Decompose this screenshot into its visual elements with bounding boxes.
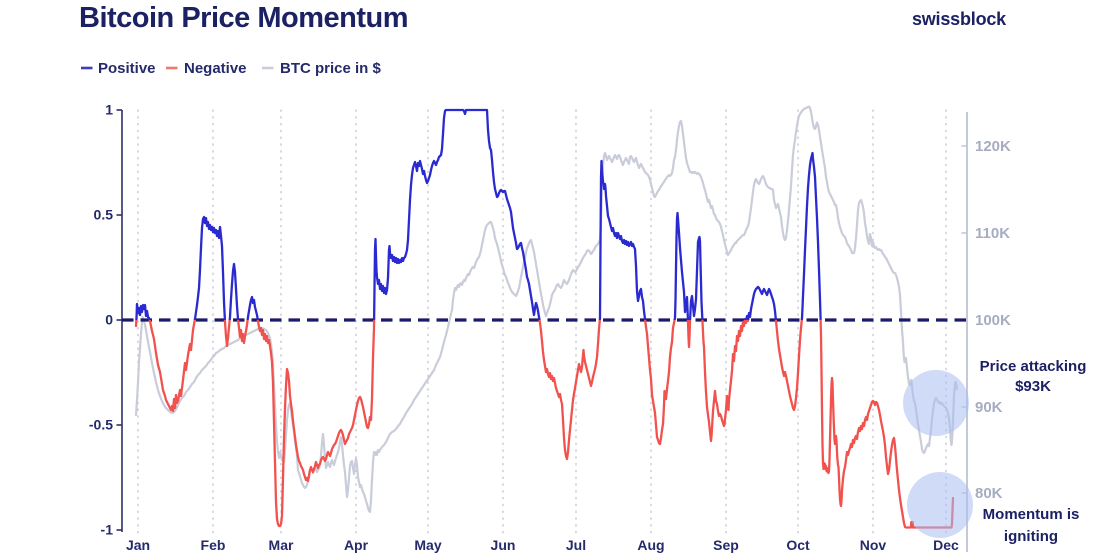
svg-text:Jun: Jun bbox=[491, 537, 516, 553]
svg-text:100K: 100K bbox=[975, 312, 1011, 329]
svg-text:80K: 80K bbox=[975, 485, 1003, 502]
svg-text:$93K: $93K bbox=[1015, 378, 1051, 395]
svg-text:igniting: igniting bbox=[1004, 528, 1058, 545]
svg-text:0: 0 bbox=[105, 312, 113, 328]
svg-text:Nov: Nov bbox=[860, 537, 887, 553]
svg-text:Jul: Jul bbox=[566, 537, 586, 553]
svg-text:120K: 120K bbox=[975, 138, 1011, 155]
svg-text:Price attacking: Price attacking bbox=[980, 358, 1087, 375]
svg-text:90K: 90K bbox=[975, 399, 1003, 416]
svg-text:swissblock: swissblock bbox=[912, 9, 1007, 29]
svg-text:Aug: Aug bbox=[637, 537, 664, 553]
svg-text:Jan: Jan bbox=[126, 537, 150, 553]
svg-text:Bitcoin Price Momentum: Bitcoin Price Momentum bbox=[79, 2, 408, 34]
svg-text:Oct: Oct bbox=[786, 537, 810, 553]
svg-text:Sep: Sep bbox=[713, 537, 739, 553]
svg-text:May: May bbox=[414, 537, 441, 553]
svg-text:Feb: Feb bbox=[201, 537, 226, 553]
svg-text:-0.5: -0.5 bbox=[89, 417, 113, 433]
svg-text:Negative: Negative bbox=[184, 60, 247, 77]
svg-text:Mar: Mar bbox=[269, 537, 294, 553]
svg-text:110K: 110K bbox=[975, 225, 1010, 242]
svg-text:Positive: Positive bbox=[98, 60, 156, 77]
svg-text:0.5: 0.5 bbox=[94, 207, 114, 223]
svg-text:Momentum is: Momentum is bbox=[983, 506, 1080, 523]
svg-text:1: 1 bbox=[105, 102, 113, 118]
svg-text:-1: -1 bbox=[101, 522, 114, 538]
svg-text:Apr: Apr bbox=[344, 537, 369, 553]
svg-text:Dec: Dec bbox=[933, 537, 959, 553]
svg-text:BTC price in $: BTC price in $ bbox=[280, 60, 382, 77]
